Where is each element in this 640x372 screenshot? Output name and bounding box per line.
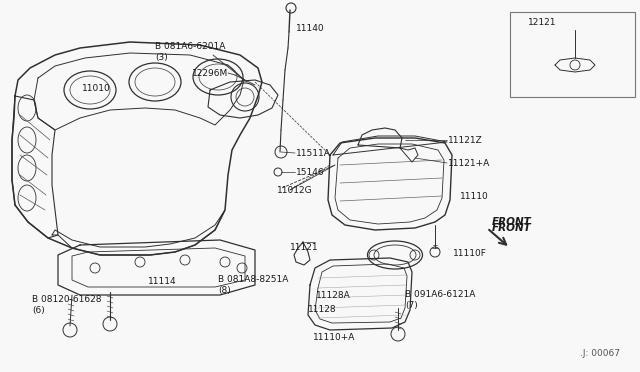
Text: .J: 00067: .J: 00067 bbox=[580, 349, 620, 358]
Text: 11110+A: 11110+A bbox=[313, 334, 355, 343]
Text: 11121: 11121 bbox=[290, 244, 319, 253]
Text: 11114: 11114 bbox=[148, 278, 177, 286]
Text: 11121+A: 11121+A bbox=[448, 158, 490, 167]
Bar bbox=[510, 12, 635, 97]
Text: 11511A: 11511A bbox=[296, 148, 331, 157]
Text: B 081A8-8251A
(8): B 081A8-8251A (8) bbox=[218, 275, 289, 295]
Text: 12121: 12121 bbox=[528, 17, 557, 26]
Text: 11128A: 11128A bbox=[316, 291, 351, 299]
Text: B 081A6-6201A
(3): B 081A6-6201A (3) bbox=[155, 42, 225, 62]
Text: 11110F: 11110F bbox=[453, 250, 487, 259]
Text: 11121Z: 11121Z bbox=[448, 135, 483, 144]
Text: 11128: 11128 bbox=[308, 305, 337, 314]
Text: B 08120-61628
(6): B 08120-61628 (6) bbox=[32, 295, 102, 315]
Text: 11110: 11110 bbox=[460, 192, 489, 201]
Text: 12296M: 12296M bbox=[192, 68, 228, 77]
Text: B 091A6-6121A
(7): B 091A6-6121A (7) bbox=[405, 290, 476, 310]
Text: FRONT: FRONT bbox=[492, 223, 532, 233]
Text: 11140: 11140 bbox=[296, 23, 324, 32]
Text: FRONT: FRONT bbox=[492, 217, 532, 227]
Text: 11012G: 11012G bbox=[277, 186, 312, 195]
Text: 11010: 11010 bbox=[82, 83, 111, 93]
Text: 15146: 15146 bbox=[296, 167, 324, 176]
